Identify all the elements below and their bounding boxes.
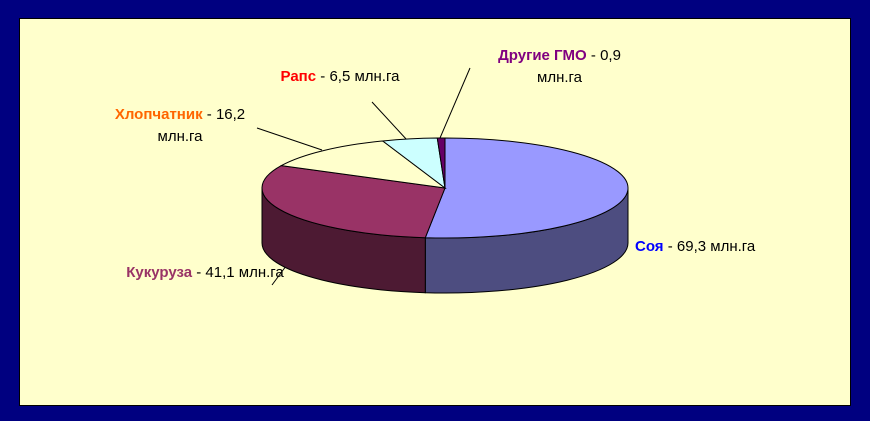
- value-label: 6,5 млн.га: [329, 68, 400, 85]
- label: Кукуруза - 41,1 млн.га: [125, 262, 285, 284]
- label: Соя - 69,3 млн.га: [635, 236, 835, 258]
- label-name: Другие ГМО: [498, 47, 587, 64]
- label-separator: -: [320, 68, 326, 85]
- value-label: 16,2 млн.га: [157, 106, 246, 145]
- label-separator: -: [590, 47, 596, 64]
- label-name: Рапс: [280, 68, 317, 85]
- slice: [261, 165, 446, 239]
- label-name: Хлопчатник: [114, 106, 203, 123]
- leader-line: [371, 101, 408, 141]
- value-label: 0,9 млн.га: [537, 47, 621, 86]
- label: Рапс - 6,5 млн.га: [240, 66, 440, 88]
- slice: [279, 140, 447, 189]
- label: Хлопчатник - 16,2 млн.га: [110, 104, 250, 148]
- pie-sides: [261, 187, 629, 294]
- pie-tops: [261, 137, 629, 239]
- label: Другие ГМО - 0,9 млн.га: [497, 45, 622, 89]
- leader-line: [256, 127, 323, 151]
- label-separator: -: [196, 264, 202, 281]
- label-separator: -: [667, 238, 673, 255]
- slice: [424, 137, 629, 239]
- label-name: Кукуруза: [126, 264, 193, 281]
- value-label: 69,3 млн.га: [676, 238, 756, 255]
- slice: [436, 137, 446, 189]
- label-separator: -: [206, 106, 212, 123]
- leader-line: [439, 67, 471, 139]
- value-label: 41,1 млн.га: [205, 264, 284, 281]
- label-name: Соя: [635, 238, 664, 255]
